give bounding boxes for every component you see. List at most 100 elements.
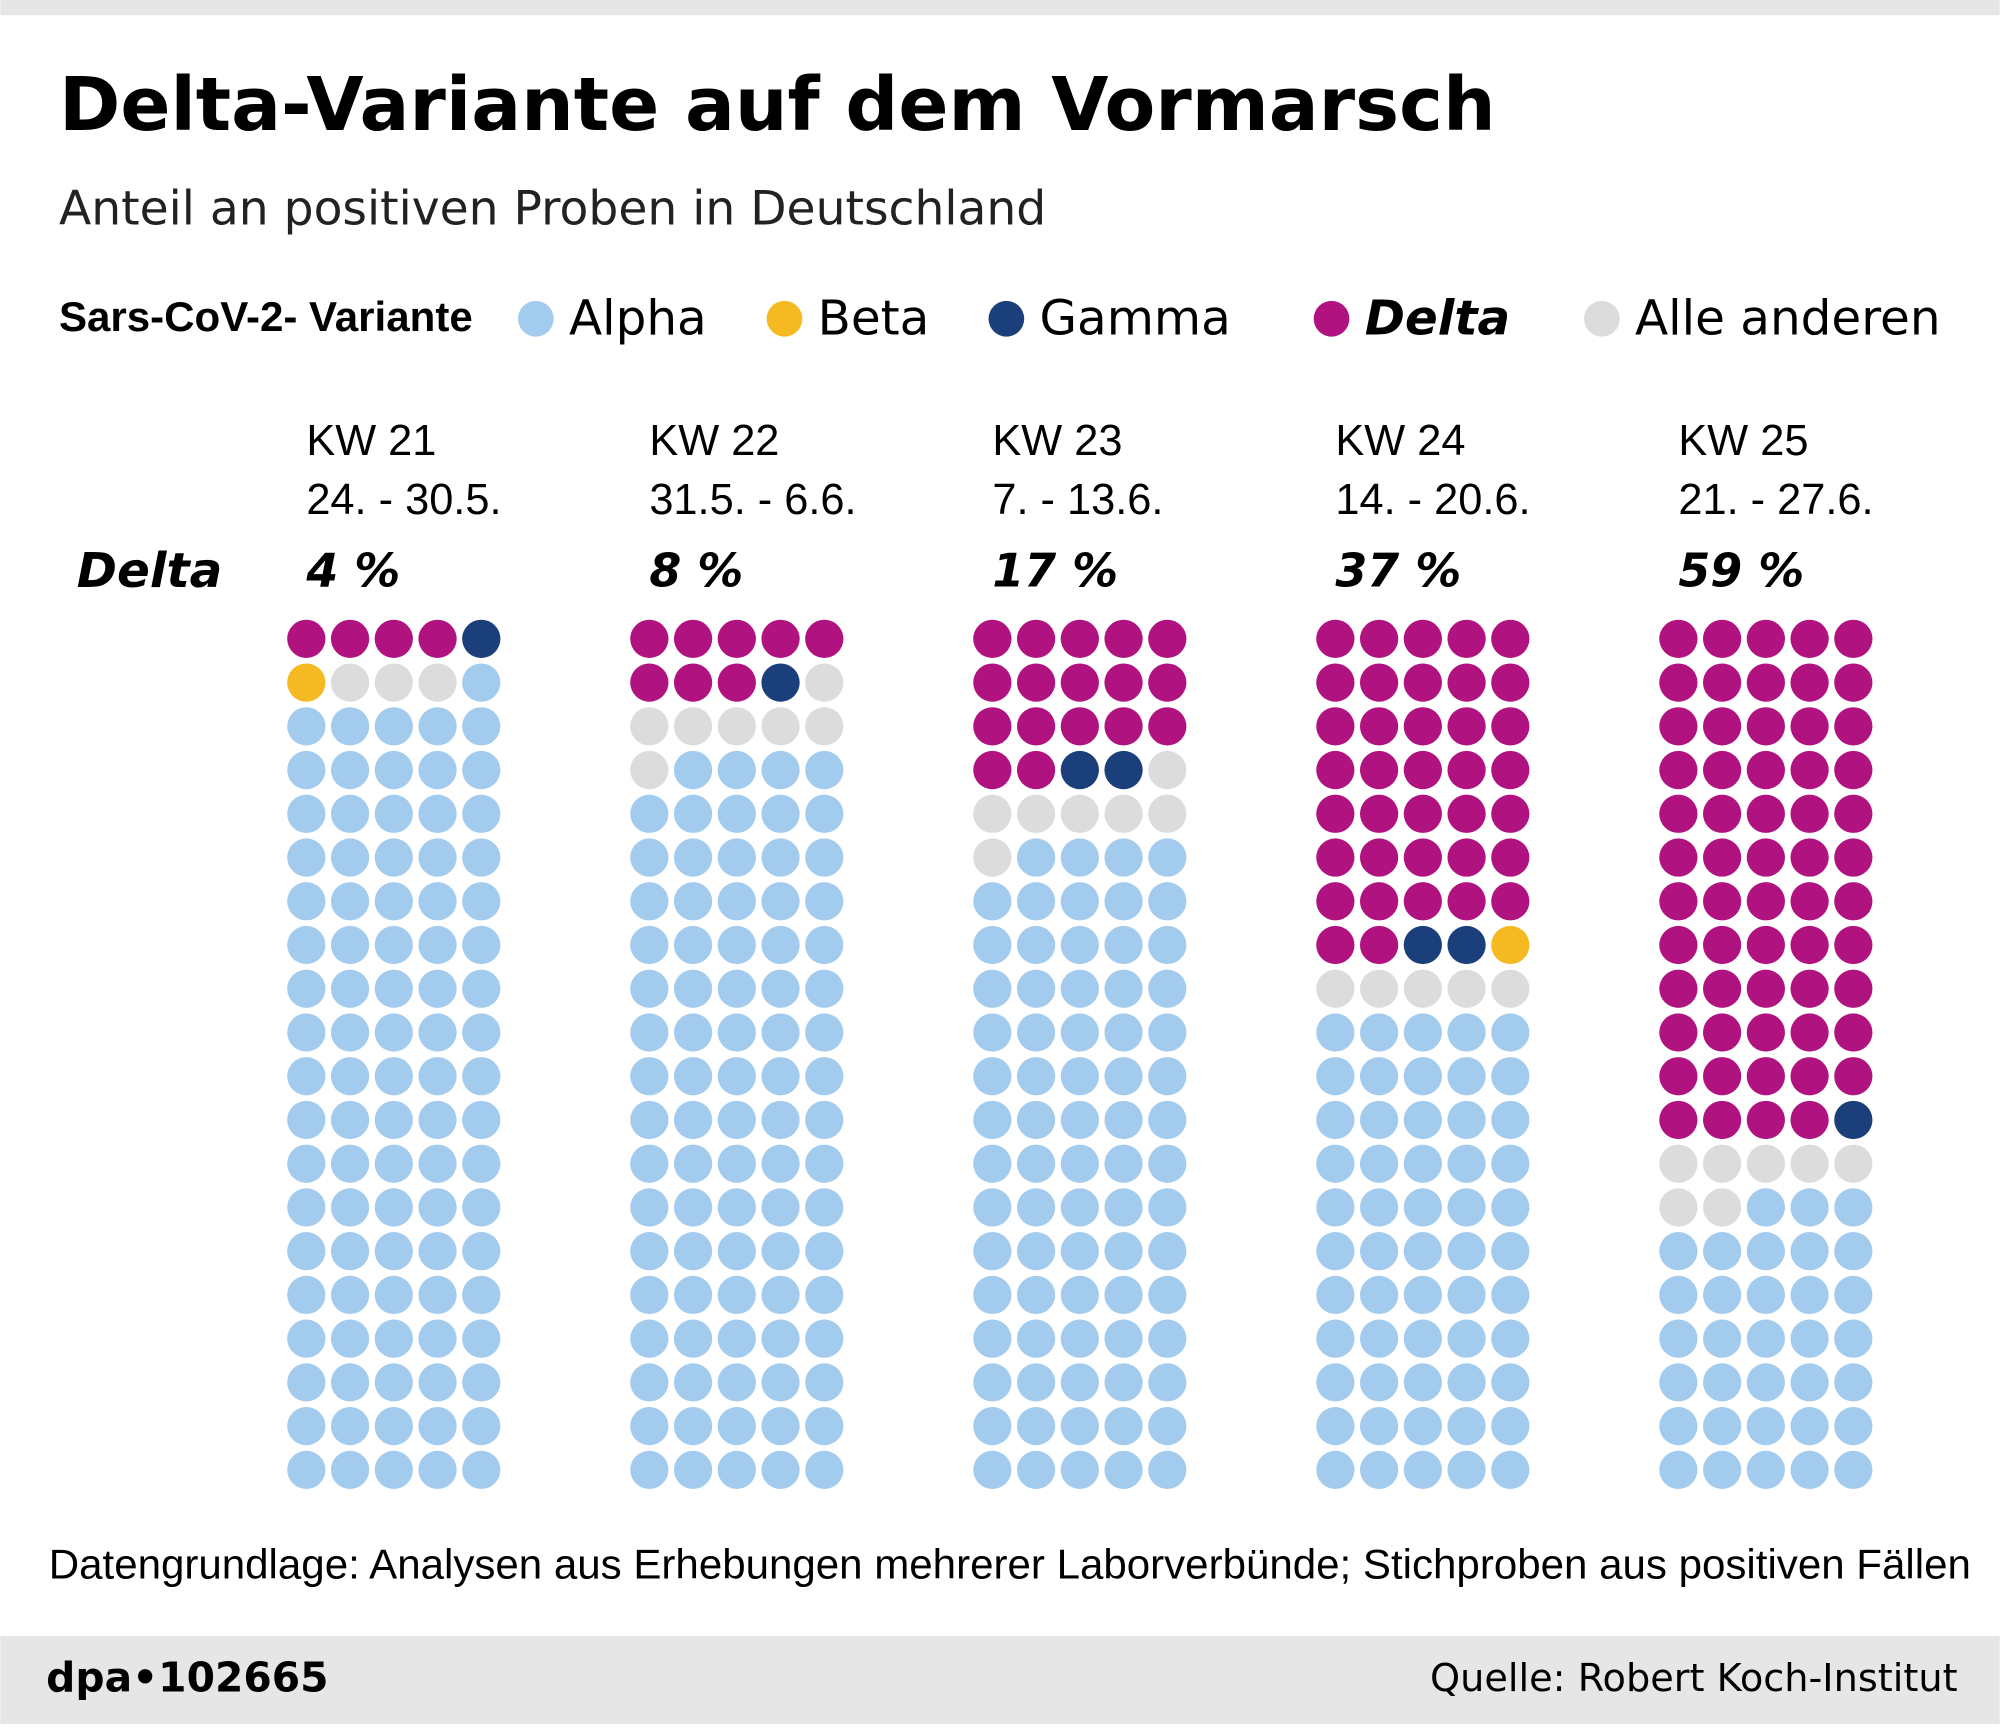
dot xyxy=(761,1144,800,1183)
dot xyxy=(1746,663,1785,702)
dot xyxy=(1016,1144,1056,1183)
dot xyxy=(1060,1275,1099,1315)
dot xyxy=(1316,1013,1355,1052)
dot xyxy=(630,1100,669,1140)
dot xyxy=(1016,750,1056,790)
dot xyxy=(418,619,457,658)
dot xyxy=(462,1100,501,1140)
dot xyxy=(1316,1100,1355,1140)
dot xyxy=(1834,794,1873,833)
dot xyxy=(462,882,501,921)
dot xyxy=(1403,1406,1442,1446)
dot xyxy=(1359,882,1399,921)
dot xyxy=(330,707,370,746)
dot xyxy=(1403,1450,1442,1489)
dot xyxy=(1359,1319,1399,1358)
dot xyxy=(1702,1144,1742,1183)
dot xyxy=(1104,925,1143,965)
dot xyxy=(761,1406,800,1446)
dot xyxy=(1316,1144,1355,1183)
dot xyxy=(1148,663,1187,702)
dot xyxy=(1403,1363,1442,1402)
dot xyxy=(630,1188,669,1227)
category-label: KW 22 xyxy=(649,417,779,465)
dot xyxy=(330,619,370,658)
dot xyxy=(1060,1406,1099,1446)
dot xyxy=(1060,750,1099,790)
dot xyxy=(805,1057,844,1096)
dot xyxy=(1447,969,1486,1008)
dot xyxy=(761,1013,800,1052)
dot xyxy=(418,1363,457,1402)
dot xyxy=(1491,794,1530,833)
dot xyxy=(1316,1275,1355,1315)
dot xyxy=(673,1188,713,1227)
category-label: KW 21 xyxy=(306,417,436,465)
dot xyxy=(1491,750,1530,790)
dot xyxy=(805,619,844,658)
dot xyxy=(717,969,756,1008)
value-label: 8 % xyxy=(649,543,743,597)
dot xyxy=(462,1057,501,1096)
dot xyxy=(462,1013,501,1052)
dot xyxy=(287,1144,326,1183)
dot xyxy=(1659,619,1698,658)
dot xyxy=(1790,882,1829,921)
dot xyxy=(717,750,756,790)
dot xyxy=(1148,882,1187,921)
dot xyxy=(1104,1232,1143,1271)
dot xyxy=(462,794,501,833)
dot xyxy=(1016,1188,1056,1227)
dot xyxy=(630,663,669,702)
dot xyxy=(1790,1188,1829,1227)
dot xyxy=(1104,1188,1143,1227)
dot xyxy=(462,1450,501,1489)
dot xyxy=(1790,1013,1829,1052)
dot xyxy=(1316,619,1355,658)
dot xyxy=(761,619,800,658)
dot xyxy=(1016,1100,1056,1140)
dot xyxy=(418,1144,457,1183)
dot xyxy=(1447,882,1486,921)
dot xyxy=(287,1363,326,1402)
dot xyxy=(418,750,457,790)
dot xyxy=(1834,1100,1873,1140)
dot xyxy=(717,1406,756,1446)
dot xyxy=(1659,1275,1698,1315)
dot xyxy=(330,1188,370,1227)
dot xyxy=(330,1013,370,1052)
dot xyxy=(330,1057,370,1096)
dot xyxy=(418,1232,457,1271)
dot xyxy=(418,838,457,877)
dot xyxy=(1016,1057,1056,1096)
dot xyxy=(1790,838,1829,877)
legend-swatch xyxy=(517,300,554,337)
dot xyxy=(374,1363,413,1402)
dot xyxy=(630,1406,669,1446)
dot xyxy=(1359,925,1399,965)
dot xyxy=(462,1188,501,1227)
dot xyxy=(1659,969,1698,1008)
period-label: 14. - 20.6. xyxy=(1335,476,1530,524)
dot xyxy=(630,925,669,965)
dot xyxy=(1659,663,1698,702)
dot xyxy=(630,707,669,746)
dot xyxy=(1403,1319,1442,1358)
dot xyxy=(1834,969,1873,1008)
category-label: KW 25 xyxy=(1678,417,1808,465)
dot xyxy=(1790,1363,1829,1402)
dot xyxy=(462,1232,501,1271)
dot xyxy=(1060,707,1099,746)
dot xyxy=(1016,794,1056,833)
value-label: 37 % xyxy=(1335,543,1461,597)
highlight-label: Delta xyxy=(77,543,223,599)
dot xyxy=(1016,882,1056,921)
dot xyxy=(1834,1275,1873,1315)
value-label: 4 % xyxy=(305,543,400,597)
dot xyxy=(1790,707,1829,746)
dot xyxy=(1491,1188,1530,1227)
dot xyxy=(805,838,844,877)
dot xyxy=(287,619,326,658)
top-bar xyxy=(0,0,2000,16)
